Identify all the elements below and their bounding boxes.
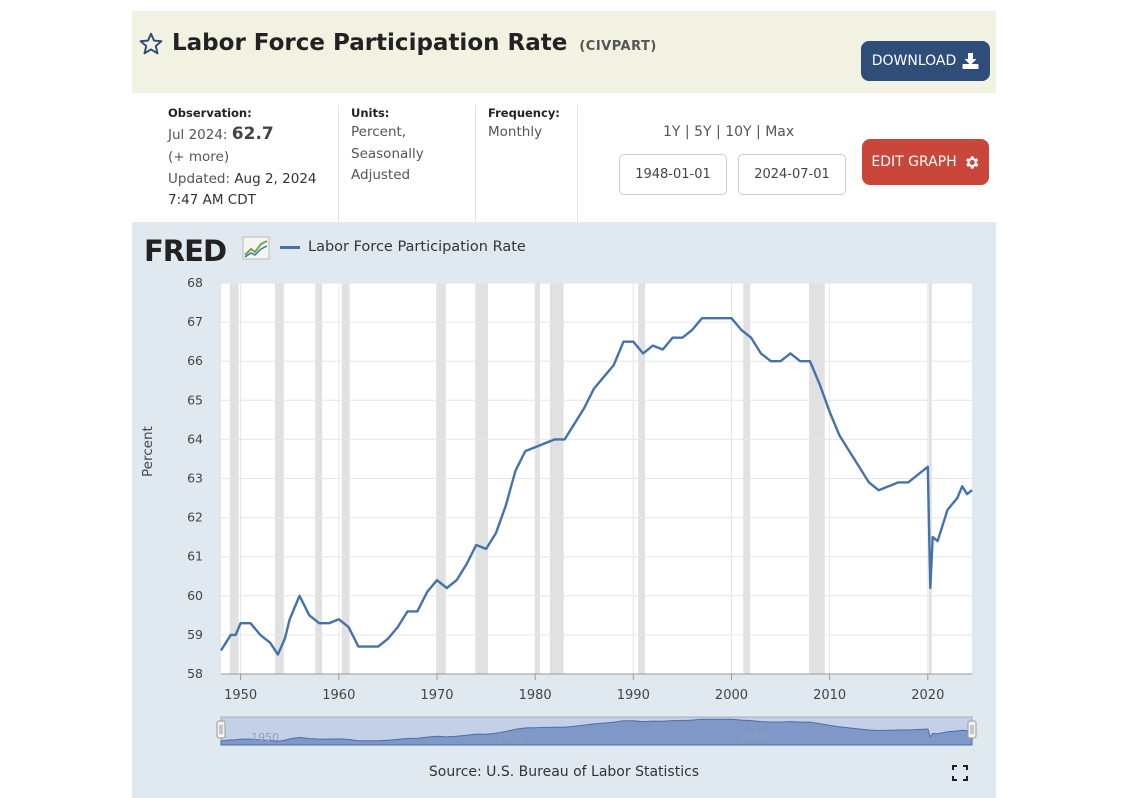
range-selector: 1Y | 5Y | 10Y | Max bbox=[663, 124, 794, 140]
range-10y[interactable]: 10Y bbox=[725, 124, 752, 140]
download-label: DOWNLOAD bbox=[871, 53, 957, 69]
more-link[interactable]: (+ more) bbox=[168, 149, 230, 165]
chart-panel: FRED Labor Force Participation Rate Perc… bbox=[132, 222, 996, 798]
divider bbox=[475, 105, 476, 222]
page-title: Labor Force Participation Rate (CIVPART) bbox=[172, 30, 657, 56]
series-code: (CIVPART) bbox=[579, 39, 657, 54]
range-1y[interactable]: 1Y bbox=[663, 124, 681, 140]
divider bbox=[338, 105, 339, 222]
series-header: Labor Force Participation Rate (CIVPART)… bbox=[132, 11, 996, 93]
range-max[interactable]: Max bbox=[765, 124, 795, 140]
download-icon bbox=[962, 53, 979, 69]
fred-logo-chart-icon bbox=[242, 236, 270, 260]
units-block: Units: Percent, Seasonally Adjusted bbox=[351, 105, 424, 187]
updated-label: Updated: bbox=[168, 170, 231, 187]
range-5y[interactable]: 5Y bbox=[694, 124, 712, 140]
units-line1: Percent, bbox=[351, 124, 407, 140]
observation-block: Observation: Jul 2024: 62.7 (+ more) Upd… bbox=[168, 105, 317, 212]
divider bbox=[577, 105, 578, 222]
frequency-value: Monthly bbox=[488, 124, 543, 140]
fred-logo: FRED bbox=[144, 234, 227, 268]
units-line3: Adjusted bbox=[351, 167, 411, 183]
legend-swatch bbox=[280, 245, 300, 249]
download-button[interactable]: DOWNLOAD bbox=[861, 41, 990, 81]
edit-graph-button[interactable]: EDIT GRAPH bbox=[862, 139, 989, 185]
updated-date: Aug 2, 2024 bbox=[234, 170, 317, 187]
start-date-input[interactable]: 1948-01-01 bbox=[619, 154, 727, 195]
chart-legend[interactable]: Labor Force Participation Rate bbox=[280, 239, 526, 255]
source-note: Source: U.S. Bureau of Labor Statistics bbox=[428, 764, 700, 780]
star-outline-icon[interactable] bbox=[138, 31, 164, 57]
range-separator: | bbox=[684, 124, 690, 140]
logo-text: FRED bbox=[144, 234, 227, 268]
edit-graph-label: EDIT GRAPH bbox=[871, 154, 957, 170]
frequency-block: Frequency: Monthly bbox=[488, 105, 560, 144]
units-label: Units: bbox=[351, 106, 390, 120]
observation-date: Jul 2024: bbox=[168, 127, 228, 143]
gear-icon bbox=[965, 155, 979, 169]
units-line2: Seasonally bbox=[351, 145, 424, 162]
y-axis-label: Percent bbox=[140, 426, 156, 477]
range-separator: | bbox=[756, 124, 761, 140]
updated-time: 7:47 AM CDT bbox=[168, 192, 256, 208]
fullscreen-icon[interactable] bbox=[952, 765, 968, 781]
legend-label: Labor Force Participation Rate bbox=[308, 239, 526, 255]
series-title: Labor Force Participation Rate bbox=[172, 30, 568, 56]
observation-value: 62.7 bbox=[231, 124, 274, 144]
end-date-input[interactable]: 2024-07-01 bbox=[738, 154, 846, 195]
range-separator: | bbox=[716, 124, 721, 140]
observation-label: Observation: bbox=[168, 106, 252, 120]
frequency-label: Frequency: bbox=[488, 106, 560, 120]
